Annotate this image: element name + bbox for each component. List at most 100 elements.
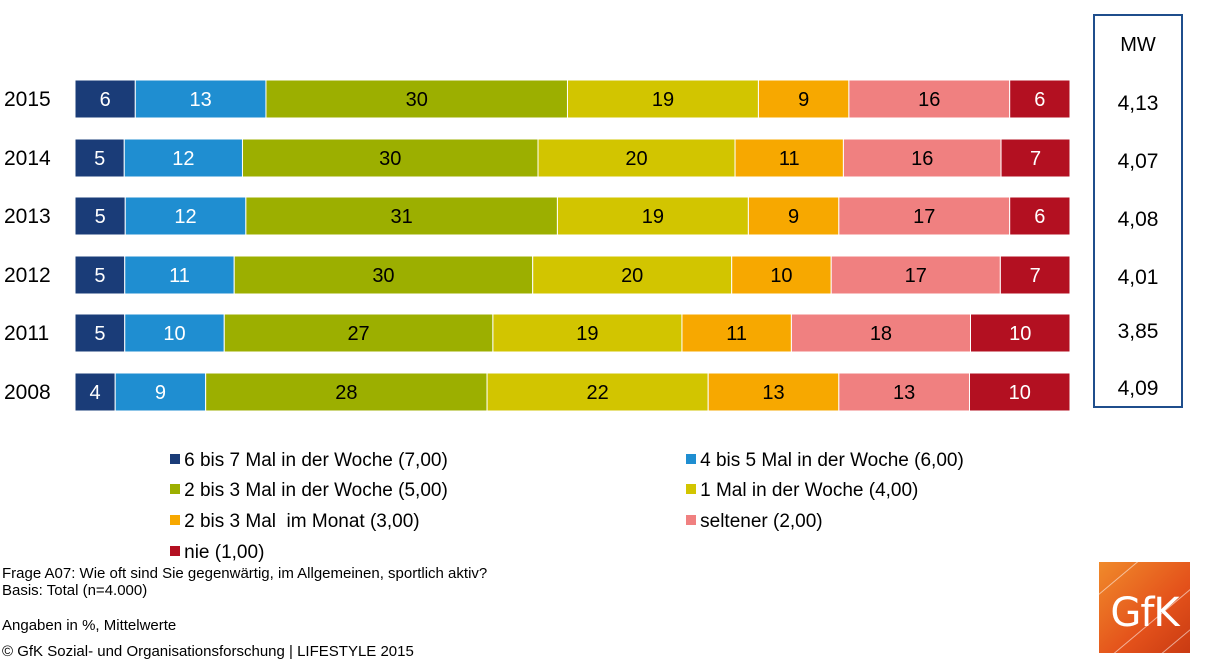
bar-segment-2014-5 (734, 138, 844, 178)
bar-segment-2008-4 (486, 372, 709, 412)
legend-label: 1 Mal in der Woche (4,00) (700, 480, 919, 501)
bar-segment-2012-1 (74, 255, 126, 295)
mw-value-2015: 4,13 (1117, 92, 1159, 115)
data-label-2008-5: 13 (762, 382, 784, 404)
data-label-2011-1: 5 (94, 323, 105, 345)
data-label-2011-5: 11 (726, 323, 747, 345)
data-label-2013-2: 12 (174, 206, 196, 228)
bar-segment-2012-4 (532, 255, 733, 295)
legend-swatch (686, 454, 697, 464)
data-label-2012-5: 10 (770, 265, 792, 287)
data-label-2012-3: 30 (372, 265, 394, 287)
data-label-2013-7: 6 (1034, 206, 1045, 228)
bar-segment-2014-3 (241, 138, 539, 178)
data-label-2012-6: 17 (905, 265, 927, 287)
gfk-logo: GfK (1099, 562, 1190, 653)
legend-item-3: 2 bis 3 Mal im Monat (3,00) (149, 489, 420, 555)
data-label-2008-7: 10 (1009, 382, 1031, 404)
bar-segment-2015-6 (848, 79, 1011, 119)
bar-segment-2012-2 (124, 255, 235, 295)
footnote-question: Frage A07: Wie oft sind Sie gegenwärtig,… (2, 565, 488, 582)
bar-segment-2015-7 (1009, 79, 1071, 119)
bar-segment-2015-5 (757, 79, 850, 119)
legend-label: seltener (2,00) (700, 511, 823, 532)
bar-segment-2008-2 (114, 372, 207, 412)
legend-swatch (686, 515, 697, 525)
bar-segment-2011-6 (790, 313, 972, 353)
data-label-2011-4: 19 (576, 323, 598, 345)
data-label-2008-1: 4 (90, 382, 101, 404)
data-label-2008-3: 28 (335, 382, 357, 404)
data-label-2014-6: 16 (911, 148, 933, 170)
bar-segment-2008-5 (707, 372, 840, 412)
logo-text: GfK (1110, 590, 1179, 636)
legend-label: nie (1,00) (184, 542, 265, 563)
data-label-2014-7: 7 (1030, 148, 1041, 170)
bar-segment-2013-3 (245, 196, 558, 236)
legend-item-1: nie (1,00) (149, 520, 264, 586)
data-label-2015-3: 30 (406, 89, 428, 111)
data-label-2013-6: 17 (913, 206, 935, 228)
bar-segment-2008-1 (74, 372, 116, 412)
mw-value-2014: 4,07 (1117, 150, 1159, 173)
data-label-2012-4: 20 (621, 265, 643, 287)
data-label-2011-2: 10 (163, 323, 185, 345)
bar-segment-2012-7 (999, 255, 1071, 295)
bar-segment-2015-2 (134, 79, 267, 119)
bar-segment-2011-1 (74, 313, 126, 353)
data-label-2008-2: 9 (155, 382, 166, 404)
data-label-2015-2: 13 (190, 89, 212, 111)
legend-swatch (686, 484, 697, 494)
data-label-2015-1: 6 (100, 89, 111, 111)
data-label-2013-1: 5 (95, 206, 106, 228)
bar-segment-2008-6 (838, 372, 970, 412)
data-label-2013-5: 9 (788, 206, 799, 228)
bar-segment-2008-3 (205, 372, 488, 412)
data-label-2012-2: 11 (169, 265, 190, 287)
mw-value-2011: 3,85 (1117, 320, 1159, 343)
data-label-2015-4: 19 (652, 89, 674, 111)
legend-label: 2 bis 3 Mal in der Woche (5,00) (184, 480, 448, 501)
bar-segment-2014-7 (1000, 138, 1071, 178)
data-label-2008-6: 13 (893, 382, 915, 404)
category-label-2008: 2008 (4, 381, 51, 404)
footnote-copyright: © GfK Sozial- und Organisationsforschung… (2, 643, 414, 660)
data-label-2014-5: 11 (779, 148, 800, 170)
data-label-2014-2: 12 (172, 148, 194, 170)
mw-column-box: MW 4,13 4,07 4,08 4,01 3,85 4,09 (1093, 14, 1183, 408)
category-label-2015: 2015 (4, 88, 51, 111)
legend-label: 4 bis 5 Mal in der Woche (6,00) (700, 450, 964, 471)
bar-segment-2015-1 (74, 79, 136, 119)
legend-label: 2 bis 3 Mal im Monat (3,00) (184, 511, 420, 532)
category-label-2011: 2011 (4, 322, 49, 345)
bar-segment-2014-1 (74, 138, 125, 178)
legend-swatch (170, 484, 181, 494)
bar-segment-2011-7 (970, 313, 1071, 353)
bar-segment-2015-4 (566, 79, 759, 119)
legend-swatch (170, 515, 181, 525)
data-label-2011-3: 27 (347, 323, 369, 345)
data-label-2008-4: 22 (587, 382, 609, 404)
bar-segment-2013-4 (556, 196, 749, 236)
mw-value-2012: 4,01 (1117, 266, 1159, 289)
data-label-2012-1: 5 (94, 265, 105, 287)
bar-segment-2013-2 (124, 196, 247, 236)
data-label-2015-7: 6 (1034, 89, 1045, 111)
chart-legend: 6 bis 7 Mal in der Woche (7,00) 4 bis 5 … (149, 428, 969, 563)
bar-segment-2013-6 (838, 196, 1011, 236)
bar-segment-2011-3 (223, 313, 494, 353)
footnote-units: Angaben in %, Mittelwerte (2, 617, 177, 634)
bar-segment-2013-7 (1009, 196, 1071, 236)
legend-item-7: 6 bis 7 Mal in der Woche (7,00) (149, 428, 448, 494)
legend-swatch (170, 454, 181, 464)
legend-swatch (170, 546, 181, 556)
legend-item-2: seltener (2,00) (665, 489, 823, 555)
bar-segment-2014-2 (123, 138, 243, 178)
category-label-2014: 2014 (4, 147, 51, 170)
data-label-2014-1: 5 (94, 148, 105, 170)
bar-segment-2008-7 (968, 372, 1071, 412)
mw-value-2013: 4,08 (1117, 208, 1159, 231)
data-label-2011-6: 18 (870, 323, 892, 345)
data-label-2015-5: 9 (798, 89, 809, 111)
